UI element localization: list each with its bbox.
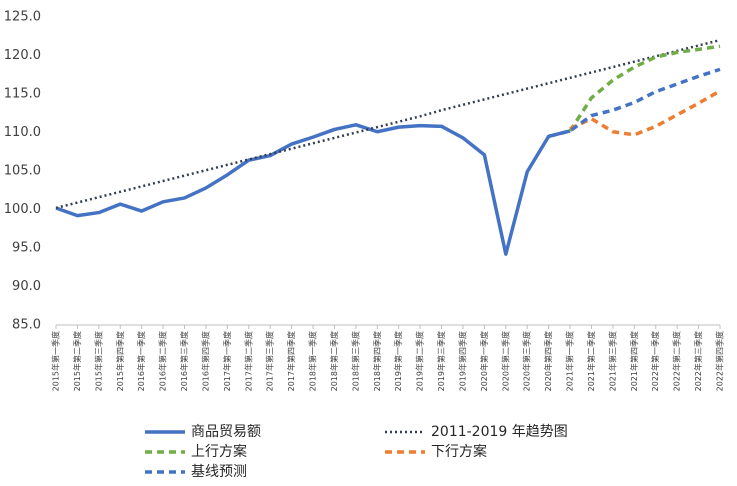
y-tick-label: 100.0: [4, 202, 41, 217]
x-tick-label: 2016年第二季度: [158, 331, 168, 391]
x-tick-label: 2022年第三季度: [693, 331, 703, 391]
x-tick-label: 2021年第一季度: [565, 331, 575, 391]
y-tick-label: 125.0: [4, 10, 41, 25]
x-tick-label: 2021年第二季度: [586, 331, 596, 391]
x-tick-label: 2019年第二季度: [415, 331, 425, 391]
y-tick-label: 95.0: [12, 241, 41, 256]
series-line: [569, 89, 721, 137]
legend-label: 商品贸易额: [191, 424, 261, 440]
x-tick-label: 2022年第四季度: [715, 331, 725, 391]
x-tick-label: 2021年第三季度: [607, 331, 617, 391]
x-tick-label: 2020年第四季度: [543, 331, 553, 391]
y-tick-label: 85.0: [12, 318, 41, 333]
x-tick-label: 2017年第一季度: [222, 331, 232, 391]
x-tick-label: 2015年第四季度: [115, 331, 125, 391]
x-tick-label: 2015年第二季度: [72, 331, 82, 391]
x-tick-label: 2019年第一季度: [393, 331, 403, 391]
x-tick-label: 2022年第二季度: [672, 331, 682, 391]
x-tick-label: 2017年第四季度: [286, 331, 296, 391]
x-tick-label: 2020年第三季度: [522, 331, 532, 391]
y-tick-label: 120.0: [4, 48, 41, 63]
series-line: [548, 67, 721, 139]
x-tick-label: 2021年第四季度: [629, 331, 639, 391]
legend-label: 基线预测: [191, 463, 247, 480]
x-tick-label: 2019年第三季度: [436, 331, 446, 391]
y-tick-label: 110.0: [4, 125, 41, 140]
x-tick-label: 2020年第一季度: [479, 331, 489, 391]
y-tick-label: 90.0: [12, 279, 41, 294]
series-line: [55, 123, 571, 256]
series-line: [55, 38, 721, 210]
x-tick-label: 2019年第四季度: [457, 331, 467, 391]
x-tick-label: 2018年第二季度: [329, 331, 339, 391]
x-tick-label: 2018年第一季度: [308, 331, 318, 391]
x-tick-label: 2016年第三季度: [179, 331, 189, 391]
x-tick-label: 2018年第三季度: [350, 331, 360, 391]
x-tick-label: 2020年第二季度: [500, 331, 510, 391]
x-tick-label: 2015年第三季度: [93, 331, 103, 391]
x-tick-label: 2016年第一季度: [136, 331, 146, 391]
y-tick-label: 115.0: [4, 87, 41, 102]
x-tick-label: 2017年第二季度: [243, 331, 253, 391]
x-tick-label: 2015年第一季度: [51, 331, 61, 391]
x-tick-label: 2022年第一季度: [650, 331, 660, 391]
legend-label: 下行方案: [431, 443, 487, 460]
x-tick-label: 2016年第四季度: [200, 331, 210, 391]
y-tick-label: 105.0: [4, 164, 41, 179]
x-tick-label: 2018年第四季度: [372, 331, 382, 391]
legend-label: 上行方案: [191, 443, 247, 460]
legend-label: 2011-2019 年趋势图: [431, 424, 568, 440]
x-tick-label: 2017年第三季度: [265, 331, 275, 391]
